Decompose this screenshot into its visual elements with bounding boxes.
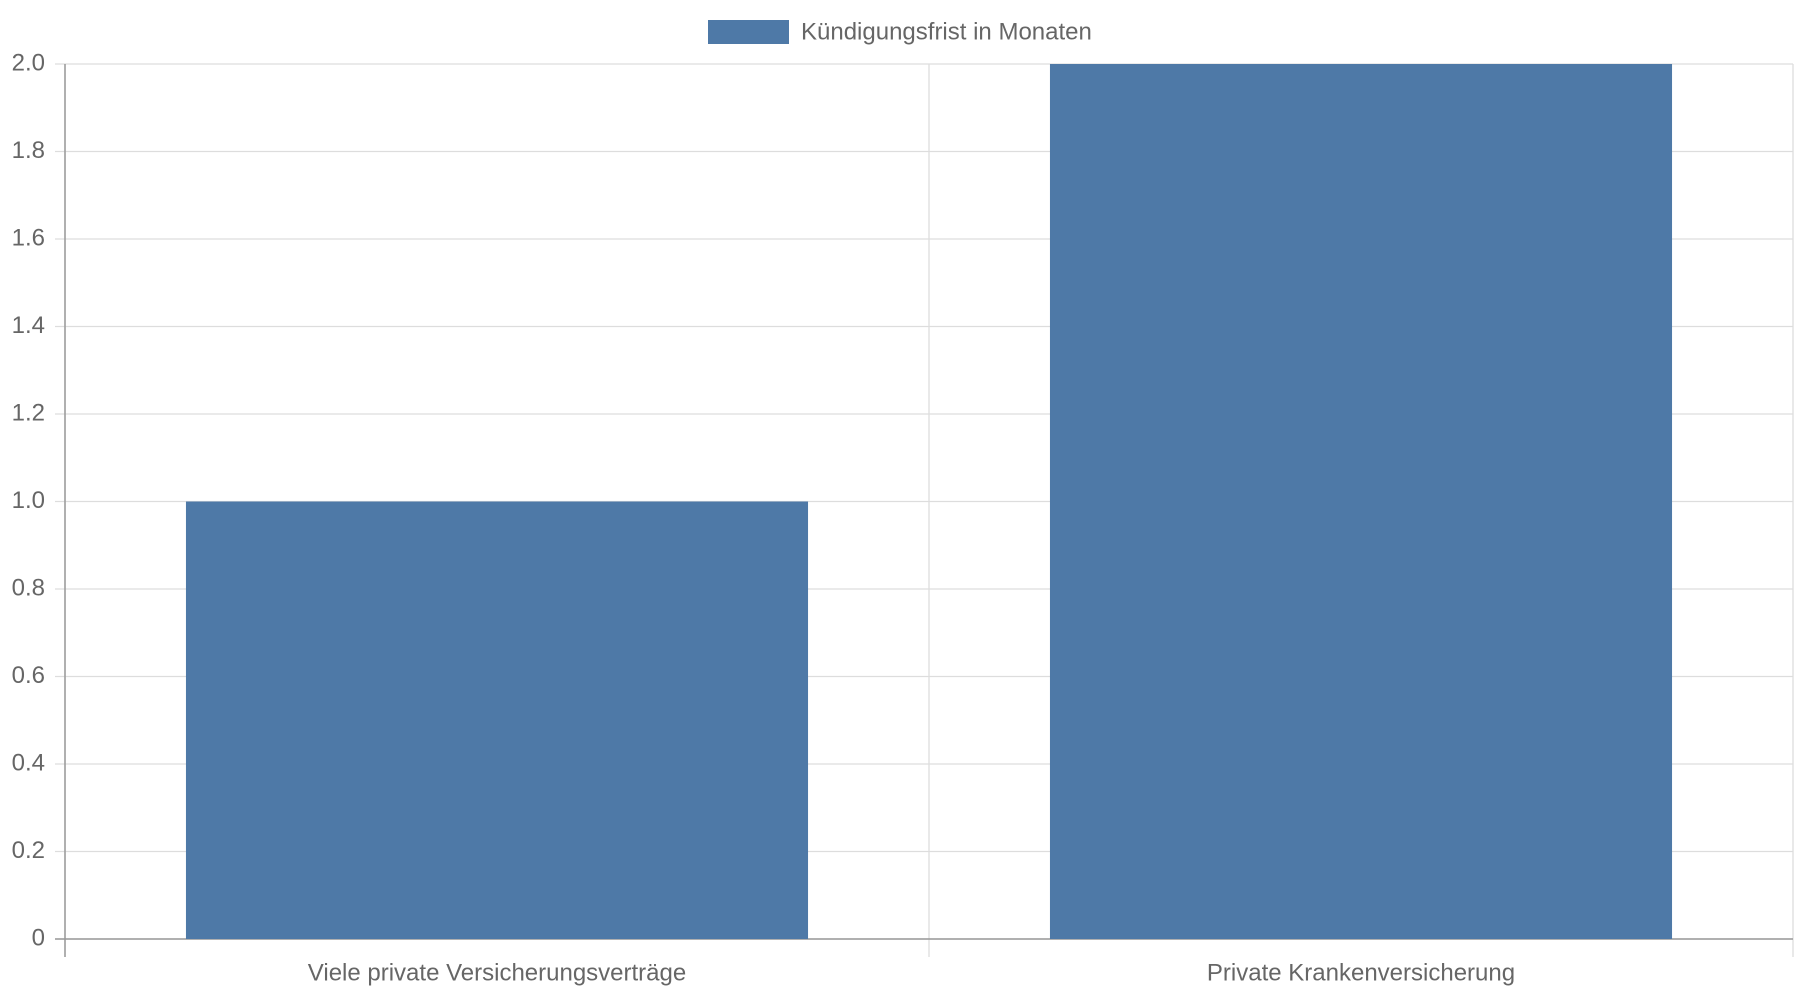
bar — [185, 501, 809, 939]
legend-label: Kündigungsfrist in Monaten — [801, 18, 1092, 45]
y-tick-label: 0.8 — [12, 574, 45, 601]
y-tick-label: 1.8 — [12, 137, 45, 164]
y-tick-label: 1.2 — [12, 399, 45, 426]
y-tick-label: 0 — [32, 924, 45, 951]
legend-swatch — [708, 20, 789, 44]
y-tick-label: 1.4 — [12, 312, 45, 339]
y-tick-label: 0.4 — [12, 749, 45, 776]
x-tick-label: Private Krankenversicherung — [1207, 959, 1515, 986]
x-tick-label: Viele private Versicherungsverträge — [308, 959, 686, 986]
y-tick-label: 1.0 — [12, 487, 45, 514]
y-tick-label: 1.6 — [12, 224, 45, 251]
y-tick-label: 0.6 — [12, 662, 45, 689]
y-tick-label: 0.2 — [12, 837, 45, 864]
bar — [1049, 64, 1673, 939]
y-tick-label: 2.0 — [12, 49, 45, 76]
